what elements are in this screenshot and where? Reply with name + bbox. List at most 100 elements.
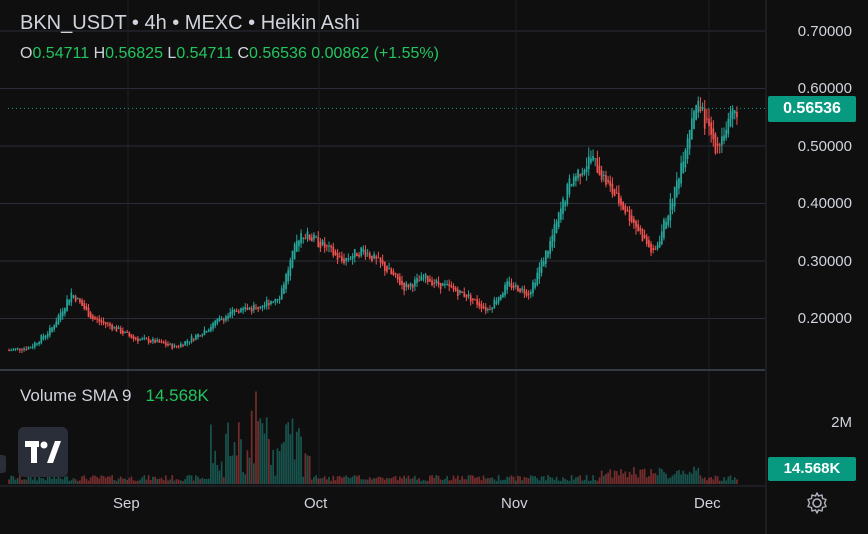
- volume-bar: [429, 475, 431, 484]
- volume-bar: [164, 475, 167, 484]
- candle-body: [343, 258, 345, 264]
- volume-bar: [53, 476, 56, 484]
- candle-body: [341, 256, 343, 261]
- candle-body: [693, 110, 695, 129]
- volume-bar: [291, 418, 294, 484]
- volume-bar: [115, 480, 118, 484]
- tradingview-logo-icon[interactable]: [18, 427, 68, 477]
- candle-body: [85, 306, 88, 310]
- candle-body: [220, 319, 223, 321]
- time-tick-oct: Oct: [304, 495, 328, 512]
- candle-body: [579, 174, 582, 177]
- volume-bar: [308, 456, 311, 484]
- volume-bar: [673, 473, 676, 484]
- volume-bar: [44, 480, 47, 484]
- candle-body: [663, 219, 665, 238]
- candle-body: [349, 258, 352, 260]
- candle-body: [29, 347, 32, 349]
- candle-body: [128, 332, 131, 337]
- volume-bar: [229, 456, 232, 484]
- volume-bar: [40, 478, 43, 484]
- volume-bar: [91, 475, 94, 484]
- candle-body: [429, 279, 431, 282]
- volume-bar: [16, 478, 19, 484]
- volume-bar: [343, 476, 345, 484]
- volume-bar: [100, 475, 103, 484]
- volume-bar: [171, 475, 174, 484]
- volume-bar: [134, 480, 137, 484]
- candle-body: [609, 181, 612, 187]
- volume-bar: [38, 477, 40, 484]
- volume-bar: [42, 478, 45, 484]
- candle-body: [592, 155, 594, 161]
- candle-body: [210, 326, 212, 331]
- candle-body: [240, 308, 242, 313]
- volume-bar: [195, 475, 197, 484]
- volume-bar: [411, 478, 414, 484]
- volume-bar: [12, 476, 15, 484]
- volume-bar: [366, 479, 369, 484]
- volume-bar: [182, 480, 184, 484]
- candle-body: [420, 275, 423, 281]
- candle-body: [31, 346, 34, 348]
- volume-bar: [439, 479, 442, 484]
- gear-icon[interactable]: [805, 491, 829, 515]
- candle-body: [581, 172, 584, 176]
- collapse-handle[interactable]: [0, 455, 6, 473]
- volume-bar: [658, 467, 661, 484]
- candle-body: [203, 329, 206, 336]
- volume-bar: [173, 480, 176, 484]
- volume-bar: [306, 455, 309, 484]
- candle-body: [731, 107, 734, 119]
- candle-body: [622, 201, 624, 210]
- candle-body: [248, 307, 251, 310]
- candle-body: [325, 245, 328, 247]
- volume-bar: [33, 477, 36, 484]
- candle-body: [141, 338, 144, 340]
- volume-bar: [141, 477, 144, 484]
- candle-body: [33, 342, 36, 348]
- candle-body: [675, 180, 678, 197]
- volume-bar: [392, 477, 395, 484]
- candle-body: [529, 291, 532, 295]
- candle-body: [70, 292, 73, 303]
- volume-bar: [424, 480, 427, 484]
- volume-bar: [564, 479, 567, 484]
- volume-bar: [517, 475, 519, 484]
- volume-bars: [8, 391, 738, 484]
- candle-body: [467, 294, 470, 297]
- volume-bar: [61, 479, 64, 484]
- price-tick: 0.20000: [797, 310, 852, 327]
- candle-body: [237, 311, 240, 313]
- candle-body: [555, 221, 558, 233]
- volume-bar: [607, 472, 609, 484]
- candle-body: [650, 243, 652, 253]
- volume-bar: [684, 473, 687, 484]
- candle-body: [8, 350, 10, 352]
- volume-bar: [298, 428, 300, 484]
- candle-body: [542, 261, 545, 267]
- candle-body: [544, 250, 547, 264]
- candle-body: [36, 343, 38, 345]
- volume-bar: [188, 475, 191, 484]
- volume-bar: [137, 480, 139, 484]
- volume-bar: [55, 478, 58, 484]
- volume-bar: [72, 478, 75, 484]
- volume-bar: [459, 480, 461, 484]
- volume-bar: [302, 476, 305, 484]
- volume-bar: [581, 480, 584, 484]
- candle-body: [727, 118, 730, 134]
- candle-body: [474, 299, 476, 301]
- volume-bar: [130, 476, 133, 484]
- volume-bar: [246, 450, 249, 484]
- candle-body: [613, 188, 616, 197]
- candle-body: [452, 286, 455, 290]
- volume-bar: [162, 480, 165, 484]
- volume-bar: [613, 470, 616, 484]
- volume-bar: [491, 477, 494, 484]
- volume-bar: [463, 479, 466, 484]
- candle-body: [190, 336, 193, 342]
- candle-body: [718, 144, 721, 146]
